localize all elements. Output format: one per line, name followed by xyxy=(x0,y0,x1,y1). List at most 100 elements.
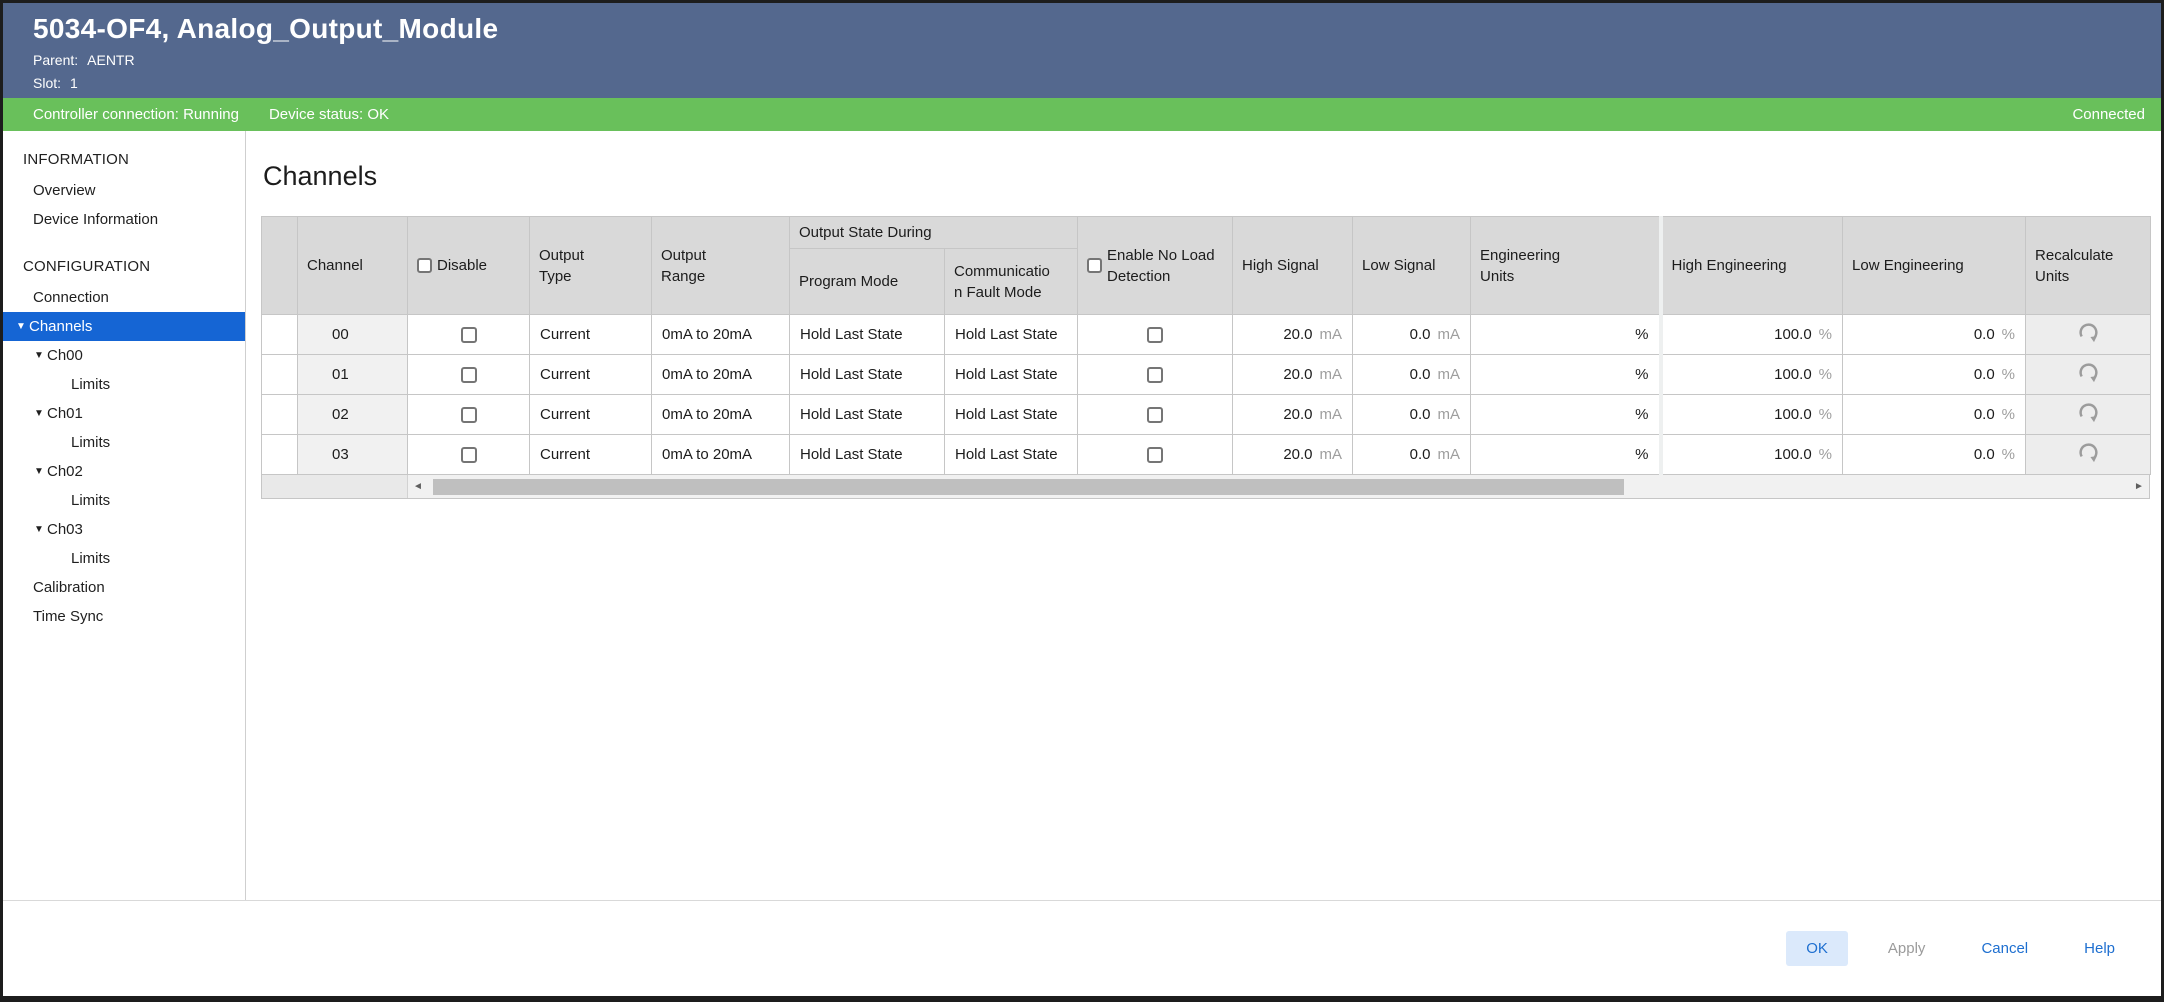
low-engineering-cell[interactable]: 0.0% xyxy=(1842,354,2027,395)
disable-checkbox[interactable] xyxy=(460,407,477,424)
refresh-arrow-icon xyxy=(2078,403,2098,423)
recalculate-cell xyxy=(2025,314,2152,355)
program-mode-cell[interactable]: Hold Last State xyxy=(789,434,945,475)
high-signal-cell[interactable]: 20.0 mA xyxy=(1232,354,1354,395)
output-type-cell[interactable]: Current xyxy=(529,354,652,395)
help-button[interactable]: Help xyxy=(2068,931,2131,966)
enable-no-load-header: Enable No Load Detection xyxy=(1077,216,1234,315)
sidebar-item-channels[interactable]: ▼ Channels xyxy=(3,312,245,341)
low-engineering-cell[interactable]: 0.0% xyxy=(1842,434,2027,475)
scroll-left-arrow[interactable]: ◄ xyxy=(408,475,428,498)
caret-down-icon[interactable]: ▼ xyxy=(34,350,44,361)
output-range-cell[interactable]: 0mA to 20mA xyxy=(651,394,790,435)
output-range-cell[interactable]: 0mA to 20mA xyxy=(651,354,790,395)
engineering-units-cell[interactable]: % xyxy=(1470,354,1662,395)
unit-label: mA xyxy=(1319,406,1343,423)
sidebar-item-ch01-limits[interactable]: Limits xyxy=(3,428,245,457)
high-engineering-cell[interactable]: 100.0% xyxy=(1658,434,1844,475)
high-engineering-cell[interactable]: 100.0% xyxy=(1658,314,1844,355)
high-engineering-cell[interactable]: 100.0% xyxy=(1658,354,1844,395)
comm-fault-mode-cell[interactable]: Hold Last State xyxy=(943,394,1079,435)
row-selector-cell[interactable] xyxy=(261,314,298,355)
high-signal-cell[interactable]: 20.0 mA xyxy=(1232,434,1354,475)
disable-cell xyxy=(407,434,530,475)
output-range-cell[interactable]: 0mA to 20mA xyxy=(651,314,790,355)
recalculate-units-button[interactable] xyxy=(2075,359,2102,386)
recalculate-units-button[interactable] xyxy=(2075,399,2102,426)
disable-cell xyxy=(407,394,530,435)
disable-checkbox[interactable] xyxy=(460,367,477,384)
disable-header: Disable xyxy=(407,216,530,315)
sidebar-item-ch03[interactable]: ▼ Ch03 xyxy=(3,515,245,544)
apply-button[interactable]: Apply xyxy=(1872,931,1942,966)
caret-down-icon[interactable]: ▼ xyxy=(16,321,26,332)
program-mode-cell[interactable]: Hold Last State xyxy=(789,314,945,355)
enable-no-load-checkbox[interactable] xyxy=(1147,447,1164,464)
sidebar-item-device-information[interactable]: Device Information xyxy=(3,205,245,234)
output-range-header: Output Range xyxy=(651,216,790,315)
engineering-units-header: Engineering Units xyxy=(1470,216,1662,315)
disable-all-checkbox[interactable] xyxy=(417,258,432,273)
unit-label: % xyxy=(2001,446,2016,463)
high-signal-cell[interactable]: 20.0 mA xyxy=(1232,314,1354,355)
row-selector-cell[interactable] xyxy=(261,354,298,395)
disable-checkbox[interactable] xyxy=(460,447,477,464)
sidebar-section-configuration: CONFIGURATION xyxy=(23,258,151,275)
output-type-cell[interactable]: Current xyxy=(529,394,652,435)
high-signal-cell[interactable]: 20.0 mA xyxy=(1232,394,1354,435)
sidebar-item-ch00-limits[interactable]: Limits xyxy=(3,370,245,399)
row-selector-cell[interactable] xyxy=(261,434,298,475)
enable-no-load-checkbox[interactable] xyxy=(1147,327,1164,344)
low-signal-cell[interactable]: 0.0 mA xyxy=(1352,354,1472,395)
enable-no-load-cell xyxy=(1077,314,1234,355)
ok-button[interactable]: OK xyxy=(1786,931,1848,966)
comm-fault-mode-cell[interactable]: Hold Last State xyxy=(943,314,1079,355)
disable-checkbox[interactable] xyxy=(460,327,477,344)
cancel-button[interactable]: Cancel xyxy=(1965,931,2044,966)
low-signal-cell[interactable]: 0.0 mA xyxy=(1352,394,1472,435)
caret-down-icon[interactable]: ▼ xyxy=(34,408,44,419)
channel-cell: 02 xyxy=(297,394,408,435)
slot-label: Slot: xyxy=(33,75,62,91)
high-engineering-cell[interactable]: 100.0% xyxy=(1658,394,1844,435)
scrollbar-track[interactable] xyxy=(428,477,2129,496)
scroll-right-arrow[interactable]: ► xyxy=(2129,475,2149,498)
sidebar-item-overview[interactable]: Overview xyxy=(3,176,245,205)
unit-label: % xyxy=(2001,406,2016,423)
horizontal-scrollbar[interactable]: ◄ ► xyxy=(408,475,2149,498)
sidebar-item-ch02-limits[interactable]: Limits xyxy=(3,486,245,515)
output-type-cell[interactable]: Current xyxy=(529,314,652,355)
low-signal-cell[interactable]: 0.0 mA xyxy=(1352,314,1472,355)
sidebar-item-ch02[interactable]: ▼ Ch02 xyxy=(3,457,245,486)
program-mode-cell[interactable]: Hold Last State xyxy=(789,394,945,435)
engineering-units-cell[interactable]: % xyxy=(1470,394,1662,435)
main-area: INFORMATION Overview Device Information … xyxy=(3,131,2161,900)
recalculate-units-button[interactable] xyxy=(2075,319,2102,346)
output-range-cell[interactable]: 0mA to 20mA xyxy=(651,434,790,475)
channel-header: Channel xyxy=(297,216,408,315)
output-type-cell[interactable]: Current xyxy=(529,434,652,475)
engineering-units-cell[interactable]: % xyxy=(1470,314,1662,355)
caret-down-icon[interactable]: ▼ xyxy=(34,466,44,477)
sidebar-item-ch03-limits[interactable]: Limits xyxy=(3,544,245,573)
sidebar-item-connection[interactable]: Connection xyxy=(3,283,245,312)
engineering-units-cell[interactable]: % xyxy=(1470,434,1662,475)
low-signal-cell[interactable]: 0.0 mA xyxy=(1352,434,1472,475)
low-engineering-cell[interactable]: 0.0% xyxy=(1842,314,2027,355)
sidebar-item-ch00[interactable]: ▼ Ch00 xyxy=(3,341,245,370)
comm-fault-mode-cell[interactable]: Hold Last State xyxy=(943,354,1079,395)
enable-no-load-checkbox[interactable] xyxy=(1147,407,1164,424)
sidebar-item-time-sync[interactable]: Time Sync xyxy=(3,602,245,631)
sidebar-item-calibration[interactable]: Calibration xyxy=(3,573,245,602)
enable-no-load-checkbox[interactable] xyxy=(1147,367,1164,384)
enable-no-load-all-checkbox[interactable] xyxy=(1087,258,1103,273)
program-mode-cell[interactable]: Hold Last State xyxy=(789,354,945,395)
sidebar-item-ch01[interactable]: ▼ Ch01 xyxy=(3,399,245,428)
scrollbar-thumb[interactable] xyxy=(433,478,1624,495)
comm-fault-mode-cell[interactable]: Hold Last State xyxy=(943,434,1079,475)
low-engineering-cell[interactable]: 0.0% xyxy=(1842,394,2027,435)
caret-down-icon[interactable]: ▼ xyxy=(34,524,44,535)
recalculate-units-button[interactable] xyxy=(2075,439,2102,466)
row-selector-cell[interactable] xyxy=(261,394,298,435)
